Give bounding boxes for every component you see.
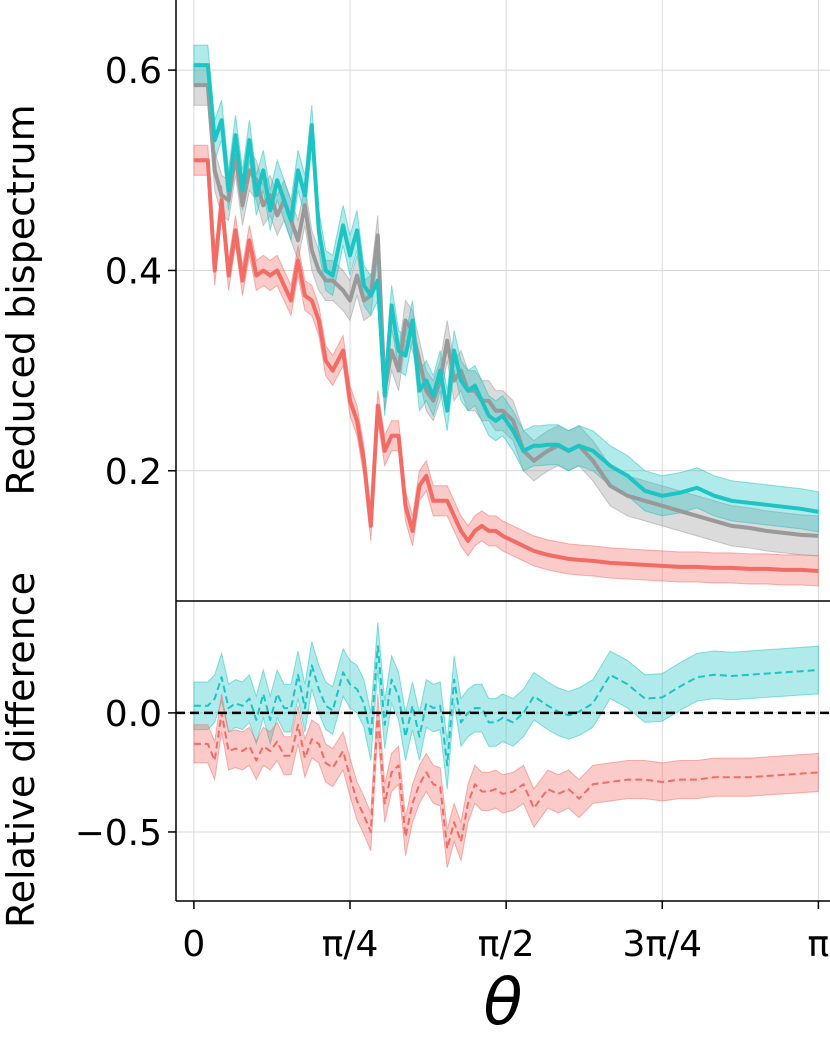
x-axis-label: θ	[483, 966, 522, 1040]
top-ytick-label-0: 0.2	[105, 452, 162, 493]
top-band-red	[193, 144, 819, 587]
xtick-label-2: π/2	[478, 924, 535, 965]
axes-frame	[175, 0, 830, 902]
bottom-band-cyan	[193, 622, 819, 790]
top-line-red	[193, 158, 819, 573]
bottom-band-red	[193, 693, 819, 868]
xtick-label-4: π	[808, 924, 830, 965]
top-grid	[176, 0, 830, 601]
top-panel: 0.2 0.4 0.6 Reduced bispectrum	[0, 0, 830, 601]
xtick-label-0: 0	[182, 924, 205, 965]
top-lines	[193, 63, 819, 573]
bottom-line-red	[193, 711, 819, 850]
top-y-axis-label: Reduced bispectrum	[0, 104, 43, 495]
top-line-cyan	[193, 63, 819, 514]
top-ytick-label-2: 0.6	[105, 51, 162, 92]
bottom-line-cyan	[193, 645, 819, 767]
top-yticks: 0.2 0.4 0.6	[105, 51, 176, 493]
xtick-label-1: π/4	[322, 924, 379, 965]
top-bands	[193, 44, 819, 587]
bottom-ytick-label-1: 0.0	[105, 694, 162, 735]
bottom-ytick-label-0: −0.5	[75, 813, 162, 854]
bottom-lines	[176, 645, 830, 850]
top-ytick-label-1: 0.4	[105, 251, 162, 292]
bottom-yticks: −0.5 0.0	[75, 694, 176, 854]
bottom-bands	[193, 622, 819, 868]
bottom-panel: −0.5 0.0 0 π/4 π/2 3π/4 π Relative difference…	[0, 572, 830, 1040]
bottom-y-axis-label: Relative difference	[0, 572, 43, 928]
xtick-label-3: 3π/4	[622, 924, 702, 965]
top-band-cyan	[193, 44, 819, 533]
top-line-gray	[193, 83, 819, 538]
x-ticks: 0 π/4 π/2 3π/4 π	[182, 901, 829, 965]
